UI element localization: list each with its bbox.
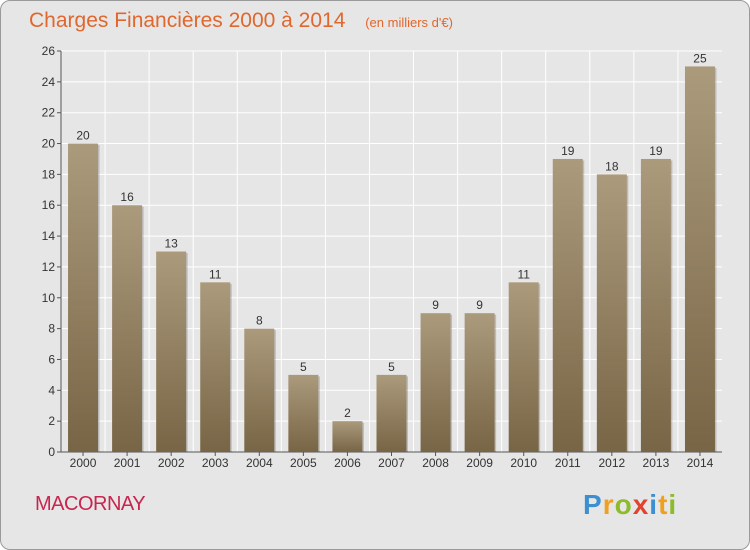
x-tick-label: 2005	[290, 456, 317, 470]
bar-value-label: 9	[476, 298, 483, 312]
logo-letter: i	[649, 489, 659, 520]
x-tick-label: 2009	[466, 456, 493, 470]
proxiti-logo: Proxiti	[583, 489, 677, 521]
y-tick-label: 22	[42, 106, 56, 120]
x-tick-label: 2000	[70, 456, 97, 470]
bar	[244, 328, 275, 452]
bar	[464, 313, 495, 452]
logo-letter: P	[583, 489, 603, 520]
chart-title: Charges Financières 2000 à 2014	[29, 9, 346, 32]
bar	[156, 251, 187, 452]
bar	[376, 374, 407, 452]
bar-value-label: 11	[517, 267, 530, 281]
bar	[420, 313, 451, 452]
y-tick-label: 6	[48, 352, 55, 366]
chart-title-block: Charges Financières 2000 à 2014 (en mill…	[29, 9, 453, 33]
y-tick-label: 8	[48, 322, 55, 336]
bar	[200, 282, 231, 452]
x-tick-label: 2013	[643, 456, 670, 470]
bar-value-label: 18	[605, 159, 619, 173]
x-tick-label: 2010	[510, 456, 537, 470]
x-tick-label: 2008	[422, 456, 449, 470]
bar	[552, 158, 583, 452]
y-tick-label: 20	[42, 137, 56, 151]
y-tick-label: 4	[48, 383, 55, 397]
x-tick-label: 2011	[555, 456, 581, 470]
bar-value-label: 16	[120, 190, 134, 204]
logo-letter: r	[602, 489, 615, 520]
bar	[332, 421, 363, 452]
y-tick-label: 0	[48, 445, 55, 459]
x-tick-label: 2014	[687, 456, 714, 470]
bar	[112, 205, 143, 452]
chart-subtitle: (en milliers d'€)	[365, 15, 453, 30]
x-tick-label: 2006	[334, 456, 361, 470]
x-tick-label: 2003	[202, 456, 229, 470]
y-tick-label: 26	[42, 44, 56, 58]
bar	[68, 143, 99, 453]
x-tick-label: 2004	[246, 456, 273, 470]
bar	[596, 174, 627, 452]
x-tick-label: 2012	[598, 456, 625, 470]
x-tick-label: 2001	[114, 456, 141, 470]
bar-value-label: 11	[209, 267, 222, 281]
logo-letter: o	[614, 489, 633, 520]
bar-value-label: 9	[432, 298, 439, 312]
y-tick-label: 14	[42, 229, 56, 243]
x-tick-label: 2002	[158, 456, 185, 470]
bar-value-label: 19	[649, 144, 663, 158]
bar-value-label: 25	[693, 51, 707, 65]
bars	[68, 66, 717, 453]
bar-value-label: 2	[344, 406, 351, 420]
bar-value-label: 5	[300, 360, 307, 374]
bar	[508, 282, 539, 452]
bar	[288, 374, 319, 452]
y-tick-label: 2	[48, 414, 55, 428]
bar	[684, 66, 715, 452]
y-tick-label: 12	[42, 260, 56, 274]
y-tick-label: 16	[42, 198, 56, 212]
y-tick-label: 24	[42, 75, 56, 89]
y-tick-label: 10	[42, 291, 56, 305]
commune-name: MACORNAY	[35, 493, 146, 515]
bar-value-label: 13	[164, 237, 178, 251]
logo-letter: x	[632, 489, 650, 520]
y-tick-label: 18	[42, 167, 56, 181]
bar-value-label: 8	[256, 314, 263, 328]
x-tick-label: 2007	[378, 456, 405, 470]
bar-value-label: 19	[561, 144, 575, 158]
labels: 0246810121416182022242620200016200113200…	[42, 44, 714, 470]
logo-letter: i	[668, 489, 678, 520]
bar-value-label: 5	[388, 360, 395, 374]
bar	[640, 158, 671, 452]
bar-value-label: 20	[76, 129, 90, 143]
logo-letter: t	[658, 489, 669, 520]
